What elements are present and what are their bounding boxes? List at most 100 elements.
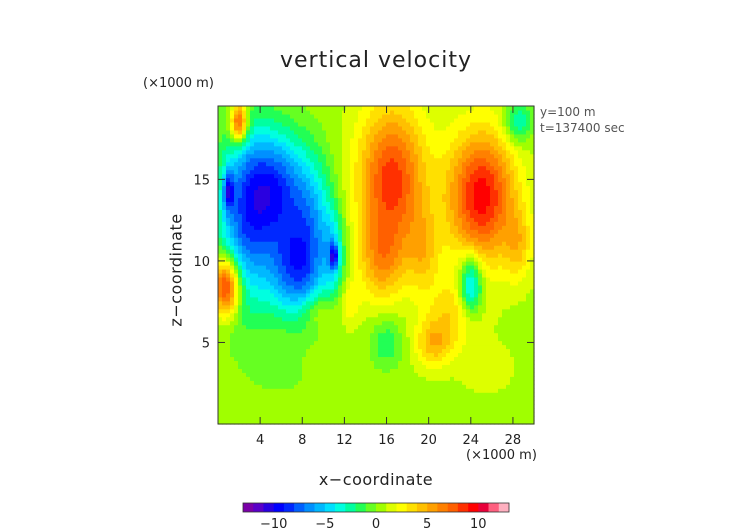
heatmap-cell (406, 352, 411, 358)
heatmap-cell (314, 408, 319, 413)
heatmap-cell (226, 304, 231, 310)
heatmap-cell (282, 225, 287, 230)
heatmap-cell (334, 336, 339, 342)
heatmap-cell (250, 205, 255, 210)
heatmap-cell (330, 332, 335, 338)
heatmap-cell (370, 245, 375, 250)
heatmap-cell (354, 253, 359, 258)
heatmap-cell (370, 157, 375, 163)
heatmap-cell (414, 312, 419, 318)
heatmap-cell (302, 364, 307, 369)
heatmap-cell (386, 284, 391, 290)
heatmap-cell (390, 137, 395, 143)
heatmap-cell (366, 201, 371, 206)
heatmap-cell (290, 404, 295, 409)
heatmap-cell (362, 173, 367, 179)
heatmap-cell (394, 221, 399, 226)
heatmap-cell (226, 280, 231, 286)
heatmap-cell (322, 356, 327, 361)
heatmap-cell (342, 233, 347, 238)
heatmap-cell (238, 253, 243, 258)
heatmap-cell (398, 336, 403, 342)
heatmap-cell (338, 149, 343, 155)
heatmap-cell (294, 320, 299, 326)
heatmap-cell (234, 265, 239, 270)
heatmap-cell (258, 221, 263, 226)
heatmap-cell (394, 308, 399, 314)
heatmap-cell (230, 356, 235, 361)
heatmap-cell (258, 213, 263, 218)
heatmap-cell (314, 352, 319, 358)
heatmap-cell (430, 416, 435, 421)
heatmap-cell (410, 344, 415, 350)
heatmap-cell (306, 225, 311, 230)
heatmap-cell (310, 316, 315, 322)
heatmap-cell (222, 412, 227, 417)
heatmap-cell (450, 117, 455, 123)
heatmap-cell (234, 316, 239, 322)
heatmap-cell (334, 173, 339, 179)
heatmap-cell (326, 328, 331, 334)
heatmap-cell (322, 109, 327, 115)
heatmap-cell (406, 157, 411, 163)
heatmap-cell (270, 388, 275, 393)
heatmap-cell (270, 420, 275, 425)
heatmap-cell (362, 205, 367, 210)
heatmap-cell (238, 328, 243, 334)
heatmap-cell (366, 396, 371, 401)
heatmap-cell (306, 340, 311, 346)
heatmap-cell (218, 193, 223, 199)
heatmap-cell (370, 332, 375, 338)
heatmap-cell (390, 308, 395, 314)
heatmap-cell (446, 161, 451, 167)
heatmap-cell (246, 308, 251, 314)
heatmap-cell (310, 280, 315, 286)
heatmap-cell (226, 368, 231, 373)
heatmap-cell (434, 352, 439, 358)
heatmap-cell (446, 225, 451, 230)
heatmap-cell (350, 193, 355, 199)
heatmap-cell (442, 288, 447, 294)
heatmap-cell (410, 181, 415, 187)
heatmap-cell (450, 241, 455, 246)
heatmap-cell (450, 173, 455, 179)
heatmap-cell (278, 109, 283, 115)
heatmap-cell (286, 416, 291, 421)
heatmap-cell (350, 312, 355, 318)
heatmap-cell (450, 205, 455, 210)
heatmap-cell (378, 384, 383, 389)
heatmap-cell (394, 356, 399, 361)
heatmap-cell (302, 296, 307, 302)
heatmap-cell (290, 165, 295, 171)
heatmap-cell (378, 153, 383, 159)
heatmap-cell (338, 121, 343, 127)
heatmap-cell (426, 113, 431, 119)
heatmap-cell (398, 404, 403, 409)
heatmap-cell (242, 332, 247, 338)
heatmap-cell (254, 360, 259, 365)
heatmap-cell (370, 165, 375, 171)
heatmap-cell (266, 288, 271, 294)
heatmap-cell (310, 312, 315, 318)
heatmap-cell (390, 257, 395, 262)
heatmap-cell (234, 332, 239, 338)
heatmap-cell (450, 404, 455, 409)
heatmap-cell (466, 328, 471, 334)
heatmap-cell (322, 205, 327, 210)
heatmap-cell (326, 197, 331, 202)
heatmap-cell (278, 181, 283, 187)
heatmap-cell (426, 380, 431, 385)
heatmap-cell (382, 304, 387, 310)
heatmap-cell (242, 300, 247, 306)
heatmap-cell (342, 137, 347, 143)
heatmap-cell (354, 384, 359, 389)
heatmap-cell (438, 392, 443, 397)
heatmap-cell (254, 336, 259, 342)
heatmap-cell (346, 161, 351, 167)
heatmap-cell (438, 205, 443, 210)
heatmap-cell (226, 205, 231, 210)
heatmap-cell (450, 213, 455, 218)
heatmap-cell (242, 193, 247, 199)
heatmap-cell (330, 249, 335, 254)
heatmap-cell (258, 181, 263, 187)
